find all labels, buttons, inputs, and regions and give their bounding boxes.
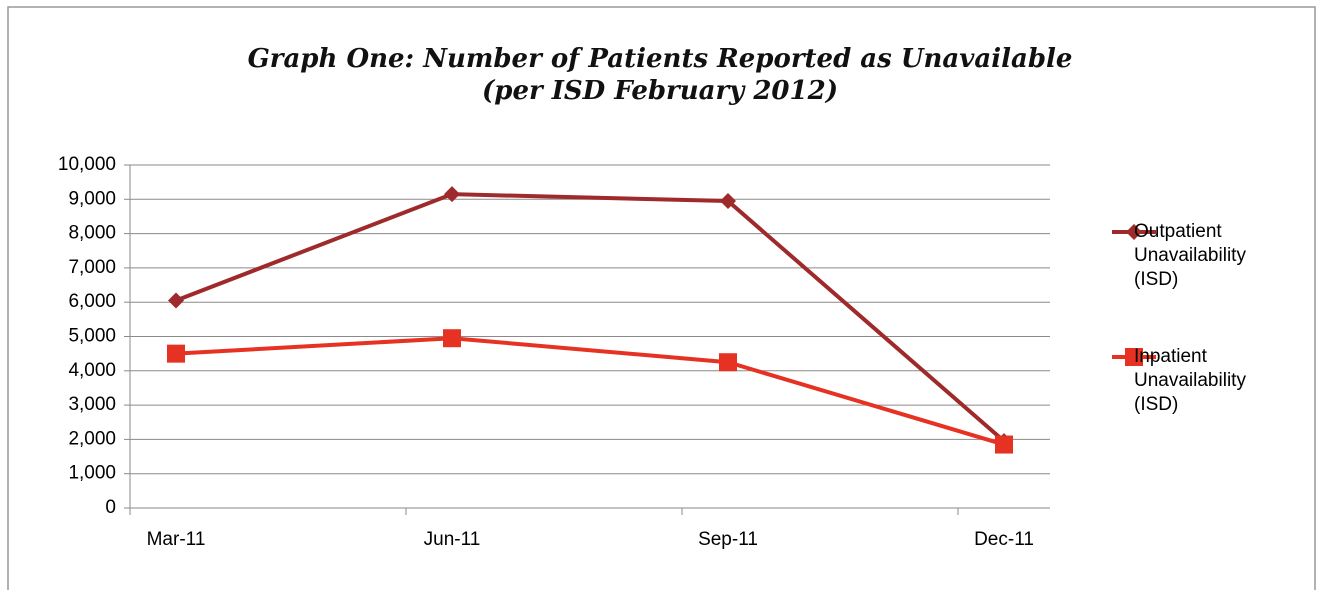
- marker: [167, 344, 185, 363]
- marker: [720, 193, 736, 210]
- marker: [443, 329, 461, 348]
- y-tick-label: 0: [105, 497, 116, 518]
- chart-title: Graph One: Number of Patients Reported a…: [248, 44, 1073, 74]
- y-tick-label: 6,000: [68, 291, 116, 312]
- chart-title: (per ISD February 2012): [482, 76, 838, 106]
- marker: [168, 292, 184, 309]
- marker: [995, 435, 1013, 454]
- marker: [1125, 348, 1143, 366]
- chart-frame: [7, 6, 1316, 590]
- series-line: [175, 336, 1005, 447]
- legend-label: Inpatient Unavailability (ISD): [1134, 346, 1246, 415]
- y-tick-label: 4,000: [68, 360, 116, 381]
- y-tick-label: 3,000: [68, 394, 116, 415]
- y-tick-label: 5,000: [68, 326, 116, 347]
- x-tick-label: Sep-11: [698, 529, 758, 550]
- y-tick-label: 9,000: [68, 188, 116, 209]
- y-tick-label: 8,000: [68, 223, 116, 244]
- y-tick-label: 1,000: [68, 463, 116, 484]
- marker: [444, 186, 460, 203]
- legend-label: Outpatient Unavailability (ISD): [1134, 221, 1246, 290]
- y-tick-label: 2,000: [68, 428, 116, 449]
- y-tick-label: 7,000: [68, 257, 116, 278]
- x-tick-label: Dec-11: [974, 529, 1034, 550]
- x-tick-label: Mar-11: [147, 529, 206, 550]
- x-tick-label: Jun-11: [424, 529, 481, 550]
- marker: [719, 353, 737, 372]
- y-tick-label: 10,000: [58, 154, 116, 175]
- marker: [1126, 224, 1142, 240]
- series-line: [175, 192, 1006, 443]
